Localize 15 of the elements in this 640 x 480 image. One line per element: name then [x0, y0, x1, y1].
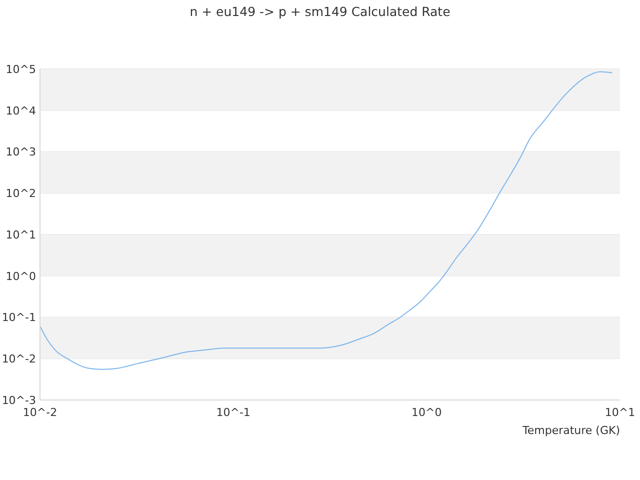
x-tick-label: 10^-2 — [22, 406, 58, 419]
x-tick-label: 10^1 — [604, 406, 636, 419]
y-tick-label: 10^0 — [6, 270, 36, 283]
y-tick-label: 10^3 — [6, 146, 36, 159]
y-tick-label: 10^-3 — [2, 394, 36, 407]
y-tick-label: 10^1 — [6, 228, 36, 242]
y-tick-label: 10^-2 — [2, 352, 36, 366]
y-tick-label: 10^5 — [6, 62, 36, 76]
x-tick-label: 10^0 — [412, 406, 442, 419]
x-axis-title: Temperature (GK) — [522, 424, 620, 437]
y-tick-label: 10^2 — [6, 187, 36, 200]
y-tick-label: 10^4 — [6, 104, 36, 118]
chart-title: n + eu149 -> p + sm149 Calculated Rate — [188, 4, 452, 20]
x-tick-label: 10^-1 — [216, 406, 250, 419]
y-tick-label: 10^-1 — [2, 311, 36, 324]
